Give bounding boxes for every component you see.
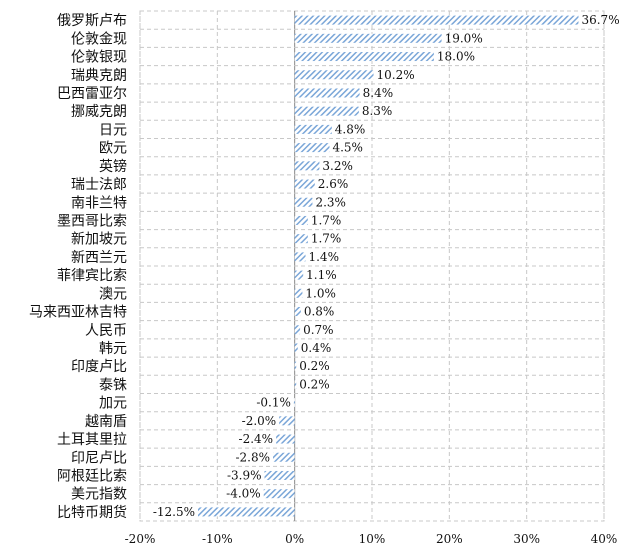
x-axis-ticks: -20% -10% 0% 10% 20% 30% 40% (125, 532, 618, 546)
data-label: 8.3% (362, 104, 393, 118)
bar (263, 489, 295, 499)
data-label: 10.2% (377, 68, 415, 82)
grid-layer (139, 10, 605, 522)
category-label: 韩元 (99, 341, 127, 357)
category-label: 人民币 (85, 323, 127, 339)
category-label: 加元 (99, 396, 127, 412)
category-label: 马来西亚林吉特 (29, 305, 127, 321)
data-label: 1.1% (306, 268, 337, 282)
bar (294, 270, 304, 280)
category-label: 日元 (99, 122, 127, 138)
data-label: 1.7% (311, 232, 342, 246)
data-label: 8.4% (363, 86, 394, 100)
bar (294, 343, 298, 353)
bar (294, 106, 359, 116)
x-tick-label: 40% (591, 532, 618, 546)
data-label: 36.7% (581, 13, 619, 27)
data-label: -2.8% (235, 450, 270, 464)
data-label: 4.8% (335, 122, 366, 136)
category-label: 美元指数 (71, 487, 127, 503)
category-label: 瑞典克朗 (71, 68, 127, 84)
bar (294, 234, 308, 244)
data-label: -12.5% (153, 505, 195, 519)
category-label: 印尼卢比 (71, 450, 127, 466)
category-label: 印度卢比 (71, 359, 127, 375)
x-tick-label: -10% (202, 532, 233, 546)
bar (294, 215, 308, 225)
bar (293, 398, 295, 408)
category-label: 阿根廷比索 (57, 467, 127, 484)
bar (294, 88, 360, 98)
category-label: 越南盾 (85, 414, 127, 430)
data-label: -3.9% (227, 468, 262, 482)
category-label: 澳元 (99, 286, 127, 302)
category-label: 伦敦银现 (71, 50, 127, 66)
data-label: -2.0% (242, 414, 277, 428)
data-label: 2.6% (318, 177, 349, 191)
bar (294, 197, 313, 207)
data-label: 19.0% (445, 31, 483, 45)
data-label: 1.0% (305, 286, 336, 300)
data-label: 18.0% (437, 50, 475, 64)
category-label: 新西兰元 (71, 250, 127, 266)
category-label: 欧元 (99, 141, 127, 157)
bar (294, 52, 434, 62)
data-label: 2.3% (315, 195, 346, 209)
data-label: -4.0% (226, 487, 261, 501)
x-tick-label: -20% (125, 532, 156, 546)
bar (294, 361, 297, 371)
category-label: 俄罗斯卢布 (57, 13, 127, 29)
category-label: 新加坡元 (71, 232, 127, 248)
bar (294, 70, 374, 80)
bar (294, 124, 332, 134)
data-label: 0.2% (299, 359, 330, 373)
bar (294, 307, 301, 317)
data-label: 0.2% (299, 377, 330, 391)
bar (294, 33, 442, 43)
x-tick-label: 0% (285, 532, 304, 546)
data-label: 0.7% (303, 323, 334, 337)
category-label: 伦敦金现 (71, 31, 127, 47)
bar (294, 161, 320, 171)
data-label: 3.2% (322, 159, 353, 173)
bar (294, 379, 297, 389)
data-label: 0.4% (301, 341, 332, 355)
category-label: 比特币期货 (57, 504, 127, 521)
bar (294, 252, 306, 262)
value-labels: 36.7% 19.0% 18.0% 10.2% 8.4% 8.3% 4.8% 4.5% 3.2%… (153, 13, 620, 519)
bar (294, 288, 303, 298)
bar (273, 452, 295, 462)
category-label: 泰铢 (99, 377, 127, 393)
x-tick-label: 20% (436, 532, 463, 546)
x-tick-label: 10% (359, 532, 386, 546)
data-label: 0.8% (304, 305, 335, 319)
category-label: 南非兰特 (71, 195, 127, 211)
bar (198, 507, 295, 517)
category-label: 英镑 (99, 158, 127, 175)
category-label: 瑞士法郎 (71, 177, 127, 193)
category-label: 菲律宾比索 (57, 267, 127, 284)
category-label: 挪威克朗 (71, 104, 127, 120)
category-label: 土耳其里拉 (57, 432, 127, 448)
bar (279, 416, 295, 426)
bar (276, 434, 295, 444)
bar (294, 15, 579, 25)
data-label: -2.4% (239, 432, 274, 446)
data-label: 1.4% (308, 250, 339, 264)
x-tick-label: 30% (513, 532, 540, 546)
category-label: 墨西哥比索 (57, 212, 127, 229)
data-label: 4.5% (332, 141, 363, 155)
bar (294, 143, 330, 153)
bars-layer (198, 15, 579, 517)
bar (294, 179, 315, 189)
bar (294, 325, 301, 335)
category-label: 巴西雷亚尔 (57, 86, 127, 102)
bar (264, 470, 295, 480)
category-labels: 俄罗斯卢布伦敦金现伦敦银现瑞典克朗巴西雷亚尔挪威克朗日元欧元英镑瑞士法郎南非兰特… (29, 13, 127, 521)
data-label: 1.7% (311, 213, 342, 227)
data-label: -0.1% (256, 396, 291, 410)
